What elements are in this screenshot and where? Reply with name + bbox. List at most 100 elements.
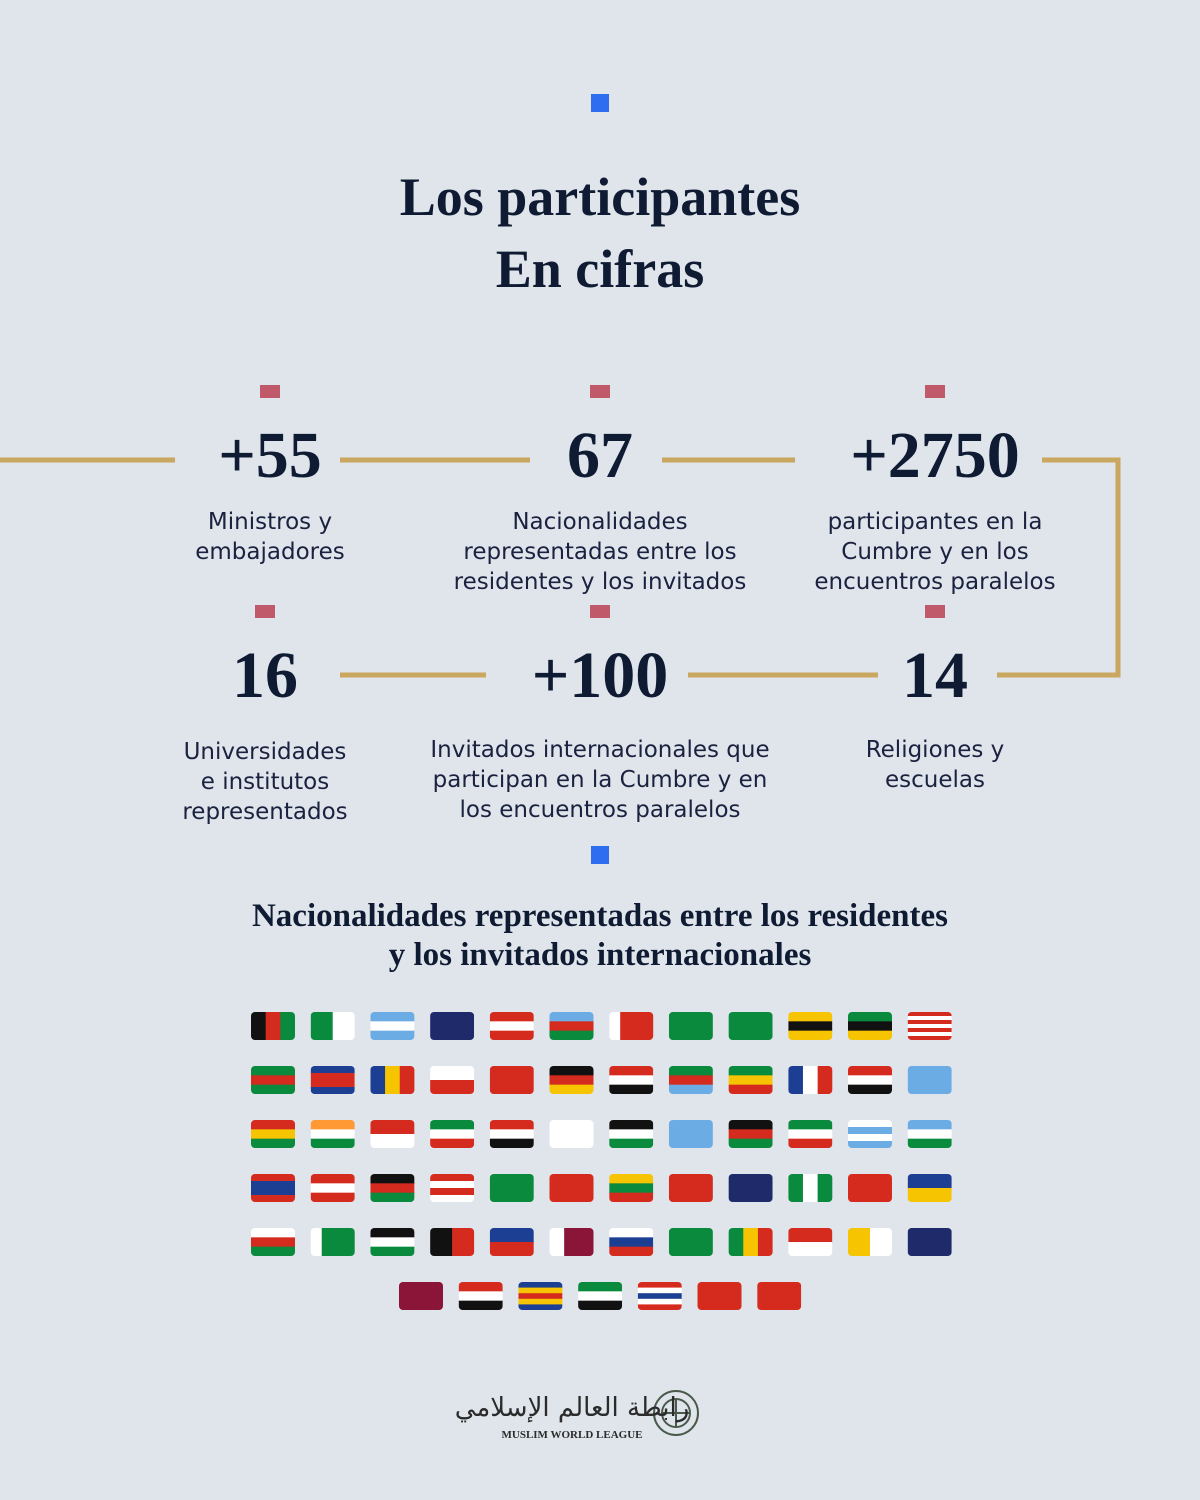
flag-stripe <box>518 1287 563 1294</box>
title: Los participantes <box>400 167 801 227</box>
flag-stripe <box>251 1129 295 1140</box>
flag <box>518 1282 563 1310</box>
stat-description: Cumbre y en los <box>841 539 1028 565</box>
flag-stripe <box>668 1228 713 1256</box>
flag-stripe <box>578 1300 623 1310</box>
flag-stripe <box>458 1282 503 1292</box>
flag-stripe <box>637 1287 682 1294</box>
flag-stripe <box>310 1228 323 1256</box>
flag-stripe <box>609 1084 654 1094</box>
section-title: y los invitados internacionales <box>389 937 812 973</box>
flag <box>549 1012 594 1040</box>
flag-stripe <box>458 1291 503 1302</box>
flag-stripe <box>907 1138 952 1148</box>
stat-description: Universidades <box>184 739 347 765</box>
flag <box>848 1120 892 1148</box>
flag-stripe <box>430 1228 453 1256</box>
flag-stripe <box>631 1012 643 1040</box>
flag-stripe <box>578 1282 623 1292</box>
flag-stripe <box>848 1066 892 1076</box>
flag-stripe <box>489 1174 534 1202</box>
flag-stripe <box>310 1183 355 1194</box>
flag-stripe <box>370 1012 415 1022</box>
flag-stripe <box>907 1066 952 1094</box>
flag-stripe <box>788 1174 804 1202</box>
flag-stripe <box>430 1012 475 1040</box>
flag <box>430 1120 475 1148</box>
flag <box>668 1174 713 1202</box>
flag <box>609 1066 654 1094</box>
flag-stripe <box>489 1021 534 1032</box>
flag-stripe <box>620 1012 632 1040</box>
flag-stripe <box>251 1228 295 1238</box>
flag-stripe <box>489 1120 534 1130</box>
flag-stripe <box>280 1012 295 1040</box>
flag-stripe <box>609 1075 654 1086</box>
flag-stripe <box>609 1138 654 1148</box>
flag-stripe <box>757 1228 773 1256</box>
stat-description: participan en la Cumbre y en <box>433 767 768 793</box>
flag-stripe <box>907 1012 952 1017</box>
flag-stripe <box>817 1174 833 1202</box>
flag-stripe <box>430 1138 475 1148</box>
flag-stripe <box>802 1174 819 1202</box>
flag-stripe <box>668 1066 713 1076</box>
flag-stripe <box>668 1084 713 1094</box>
flag-stripe <box>817 1066 833 1094</box>
flag-stripe <box>848 1174 892 1202</box>
flag-stripe <box>549 1228 565 1256</box>
flag-stripe <box>788 1138 833 1148</box>
flag-stripe <box>370 1174 415 1184</box>
flag-stripe <box>788 1129 833 1140</box>
stat-description: participantes en la <box>828 509 1043 535</box>
flag-stripe <box>907 1129 952 1140</box>
flag-stripe <box>907 1032 952 1037</box>
logo-name: MUSLIM WORLD LEAGUE <box>502 1429 643 1441</box>
flag-stripe <box>668 1120 713 1148</box>
flag-stripe <box>251 1066 295 1076</box>
flag-stripe <box>609 1246 654 1256</box>
flag-stripe <box>310 1129 355 1140</box>
flag-stripe <box>728 1066 773 1076</box>
flag-stripe <box>489 1242 534 1256</box>
flag-stripe <box>310 1066 355 1074</box>
connector-lines <box>0 457 1121 678</box>
title: En cifras <box>496 239 705 299</box>
flag <box>458 1282 503 1310</box>
stat-number: +55 <box>218 419 322 492</box>
flag-stripe <box>430 1181 475 1189</box>
flag-stripe <box>251 1138 295 1148</box>
flag-stripe <box>728 1174 773 1202</box>
flag <box>370 1120 415 1148</box>
flag-stripe <box>728 1012 773 1040</box>
flag-stripe <box>332 1012 355 1040</box>
stat-description: escuelas <box>885 767 985 793</box>
flag-stripe <box>788 1242 833 1256</box>
flag-stripe <box>549 1012 594 1022</box>
logo-arabic: رابطة العالم الإسلامي <box>455 1393 690 1423</box>
flag-stripe <box>489 1012 534 1022</box>
flag-stripe <box>802 1066 819 1094</box>
flag <box>489 1120 534 1148</box>
flag-stripe <box>310 1120 355 1130</box>
flag <box>578 1282 623 1310</box>
stat-description: e institutos <box>201 769 330 795</box>
flag-stripe <box>578 1228 594 1256</box>
flag-stripe <box>609 1237 654 1248</box>
flag-stripe <box>310 1138 355 1148</box>
stat-description: Invitados internacionales que <box>430 737 769 763</box>
flag-stripe <box>489 1129 534 1140</box>
flag-stripe <box>489 1030 534 1040</box>
flag <box>489 1228 534 1256</box>
flag <box>489 1066 534 1094</box>
flag-stripe <box>668 1012 713 1040</box>
flag-stripe <box>788 1066 804 1094</box>
flag-stripe <box>251 1237 295 1248</box>
flag <box>370 1228 415 1256</box>
flag <box>907 1066 952 1094</box>
flag-stripe <box>332 1228 345 1256</box>
flag-stripe <box>907 1174 952 1189</box>
flag-stripe <box>430 1195 475 1202</box>
